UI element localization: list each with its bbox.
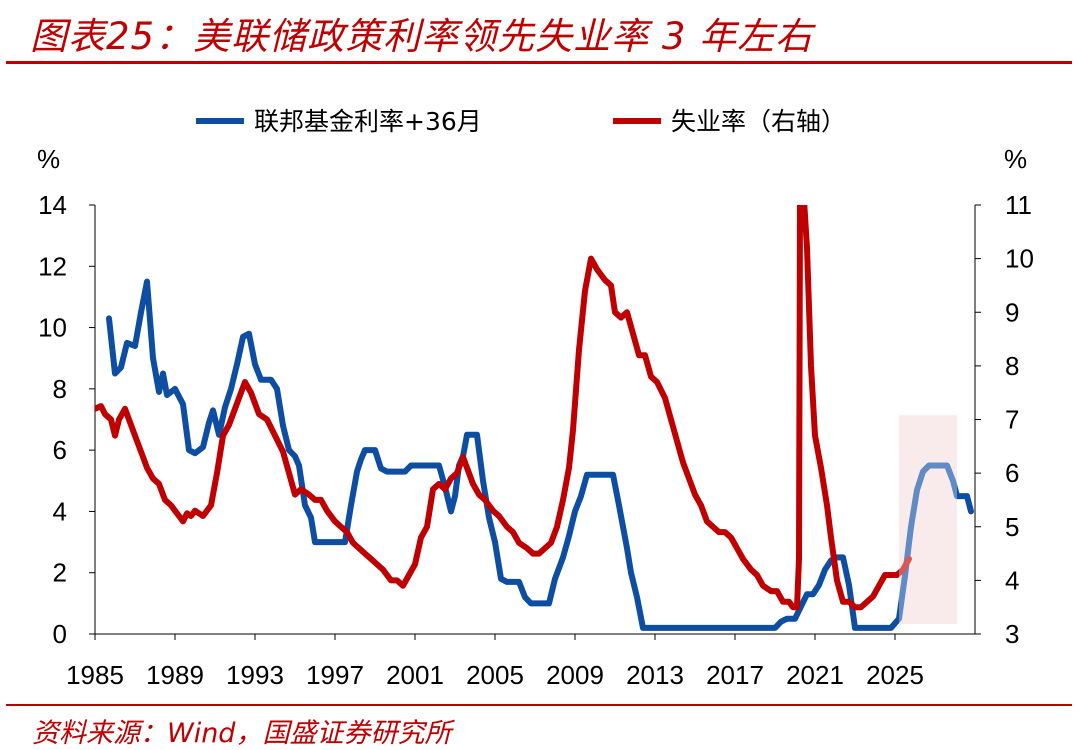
left-tick-label: 10 xyxy=(38,313,67,343)
x-tick-label: 1985 xyxy=(66,660,124,690)
right-tick-label: 4 xyxy=(1005,565,1019,595)
left-tick-label: 2 xyxy=(53,558,67,588)
left-axis-unit: % xyxy=(37,144,60,174)
left-tick-label: 14 xyxy=(38,190,67,220)
left-tick-label: 12 xyxy=(38,251,67,281)
x-tick-label: 2017 xyxy=(706,660,764,690)
source-note: 资料来源：Wind，国盛证券研究所 xyxy=(32,718,452,749)
x-tick-label: 2009 xyxy=(546,660,604,690)
fed-rate-line xyxy=(106,278,974,631)
legend-label-unemployment: 失业率（右轴） xyxy=(671,107,846,136)
right-axis-unit: % xyxy=(1004,144,1027,174)
right-tick-label: 6 xyxy=(1005,458,1019,488)
left-tick-label: 0 xyxy=(53,619,67,649)
x-tick-label: 1989 xyxy=(146,660,204,690)
chart-axes xyxy=(89,204,981,640)
x-tick-label: 2005 xyxy=(466,660,524,690)
highlight-overlay xyxy=(899,415,957,624)
title-divider xyxy=(6,61,1072,64)
x-tick-label: 1993 xyxy=(226,660,284,690)
x-tick-label: 2013 xyxy=(626,660,684,690)
x-tick-label: 2025 xyxy=(866,660,924,690)
series-lines xyxy=(95,205,974,631)
right-tick-label: 10 xyxy=(1005,244,1034,274)
chart-title: 图表25：美联储政策利率领先失业率 3 年左右 xyxy=(30,15,814,58)
right-tick-label: 8 xyxy=(1005,351,1019,381)
source-divider xyxy=(6,704,1072,706)
tick-labels: 1985 1989 1993 1997 2001 2005 2009 2013 2017 2021… xyxy=(38,190,1034,690)
legend-label-fed-rate: 联邦基金利率+36月 xyxy=(254,107,482,136)
left-tick-label: 8 xyxy=(53,374,67,404)
right-tick-label: 7 xyxy=(1005,405,1019,435)
left-tick-label: 4 xyxy=(53,496,67,526)
right-tick-label: 9 xyxy=(1005,297,1019,327)
unemployment-line xyxy=(95,205,912,611)
forecast-highlight-region xyxy=(899,415,957,624)
right-tick-label: 5 xyxy=(1005,512,1019,542)
right-tick-label: 11 xyxy=(1005,190,1032,220)
x-tick-label: 2021 xyxy=(786,660,844,690)
left-tick-label: 6 xyxy=(53,435,67,465)
right-tick-label: 3 xyxy=(1005,619,1019,649)
x-tick-label: 1997 xyxy=(306,660,364,690)
legend: 联邦基金利率+36月 失业率（右轴） xyxy=(196,107,846,136)
x-tick-label: 2001 xyxy=(386,660,444,690)
